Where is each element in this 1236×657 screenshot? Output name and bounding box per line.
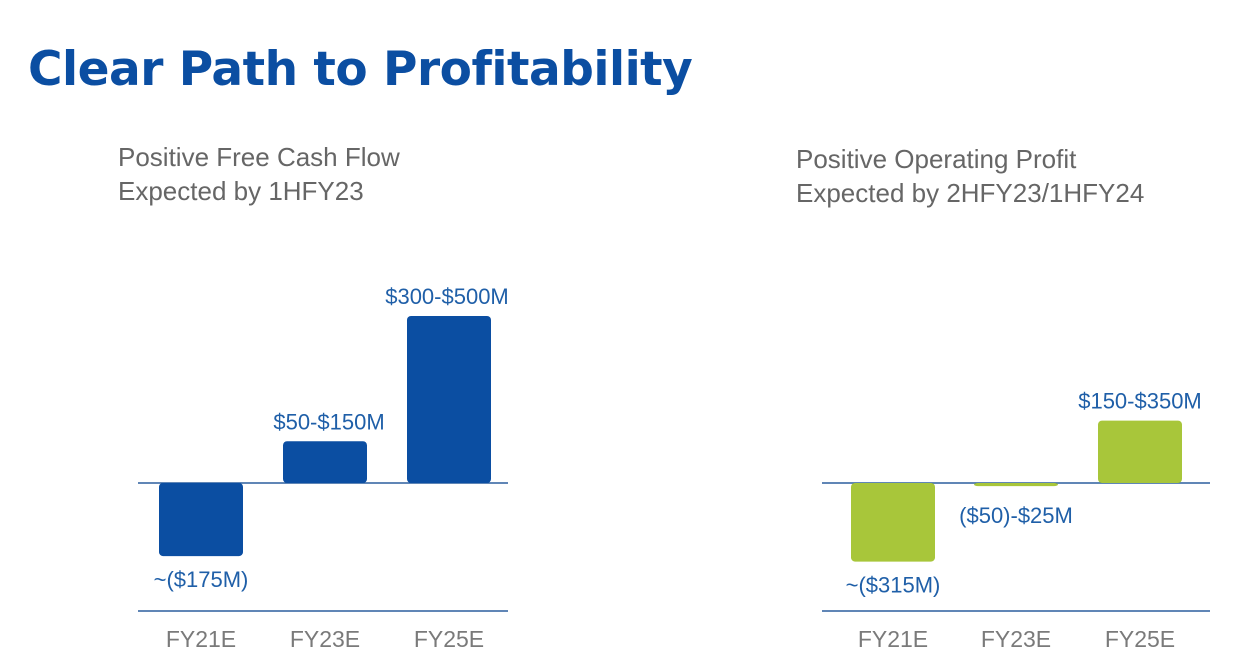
free-cash-flow-data-label-fy25e: $300-$500M xyxy=(385,284,509,309)
free-cash-flow-tick-label-fy25e: FY25E xyxy=(414,626,484,652)
operating-profit-data-label-fy23e: ($50)-$25M xyxy=(959,503,1073,528)
free-cash-flow-subtitle-line2: Expected by 1HFY23 xyxy=(118,176,364,206)
free-cash-flow-bar-fy25e xyxy=(407,316,491,483)
page-title: Clear Path to Profitability xyxy=(28,42,693,97)
operating-profit-tick-label-fy23e: FY23E xyxy=(981,626,1051,652)
operating-profit-data-label-fy21e: ~($315M) xyxy=(846,573,941,598)
operating-profit-tick-label-fy21e: FY21E xyxy=(858,626,928,652)
free-cash-flow-subtitle-line1: Positive Free Cash Flow xyxy=(118,142,400,172)
operating-profit-bar-fy25e xyxy=(1098,420,1182,483)
operating-profit-data-label-fy25e: $150-$350M xyxy=(1078,389,1202,414)
operating-profit-bar-fy23e xyxy=(974,483,1058,487)
operating-profit-bar-fy21e xyxy=(851,483,935,562)
free-cash-flow-bar-fy21e xyxy=(159,483,243,557)
free-cash-flow-subtitle: Positive Free Cash Flow Expected by 1HFY… xyxy=(118,140,400,208)
operating-profit-subtitle-line2: Expected by 2HFY23/1HFY24 xyxy=(796,178,1145,208)
free-cash-flow-data-label-fy21e: ~($175M) xyxy=(154,567,249,592)
free-cash-flow-bar-fy23e xyxy=(283,441,367,483)
free-cash-flow-tick-label-fy23e: FY23E xyxy=(290,626,360,652)
free-cash-flow-data-label-fy23e: $50-$150M xyxy=(273,409,384,434)
free-cash-flow-tick-label-fy21e: FY21E xyxy=(166,626,236,652)
operating-profit-subtitle-line1: Positive Operating Profit xyxy=(796,144,1077,174)
operating-profit-tick-label-fy25e: FY25E xyxy=(1105,626,1175,652)
operating-profit-subtitle: Positive Operating Profit Expected by 2H… xyxy=(796,142,1144,210)
